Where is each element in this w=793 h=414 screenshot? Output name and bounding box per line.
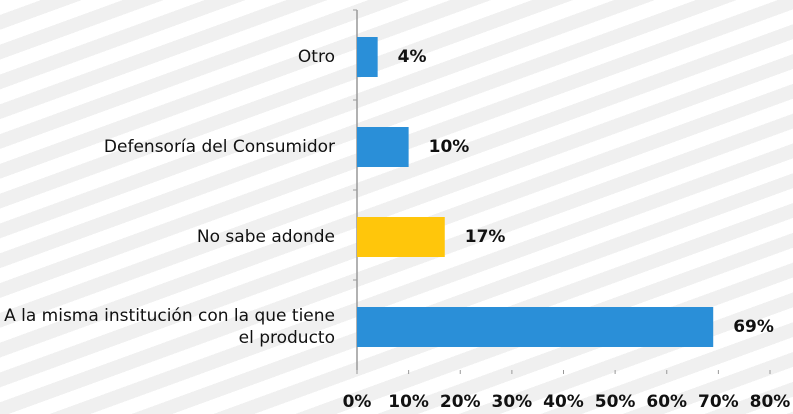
- y-tick-label: No sabe adonde: [196, 227, 335, 247]
- value-label: 10%: [429, 137, 470, 157]
- bar: [357, 127, 409, 167]
- bar: [357, 217, 445, 257]
- x-tick-label: 20%: [440, 392, 481, 412]
- x-tick-label: 10%: [388, 392, 429, 412]
- x-tick-label: 70%: [698, 392, 739, 412]
- x-tick-label: 30%: [492, 392, 533, 412]
- value-label: 4%: [398, 47, 427, 67]
- x-tick-label: 50%: [595, 392, 636, 412]
- bar: [357, 37, 378, 77]
- x-tick-label: 0%: [343, 392, 372, 412]
- x-tick-label: 60%: [646, 392, 687, 412]
- value-label: 69%: [733, 317, 774, 337]
- x-tick-label: 80%: [750, 392, 791, 412]
- bar: [357, 307, 714, 347]
- y-tick-label: Defensoría del Consumidor: [103, 137, 335, 157]
- value-label: 17%: [465, 227, 506, 247]
- x-tick-label: 40%: [543, 392, 584, 412]
- y-tick-label: A la misma institución con la que tiene …: [4, 306, 335, 348]
- y-tick-label: Otro: [297, 47, 335, 67]
